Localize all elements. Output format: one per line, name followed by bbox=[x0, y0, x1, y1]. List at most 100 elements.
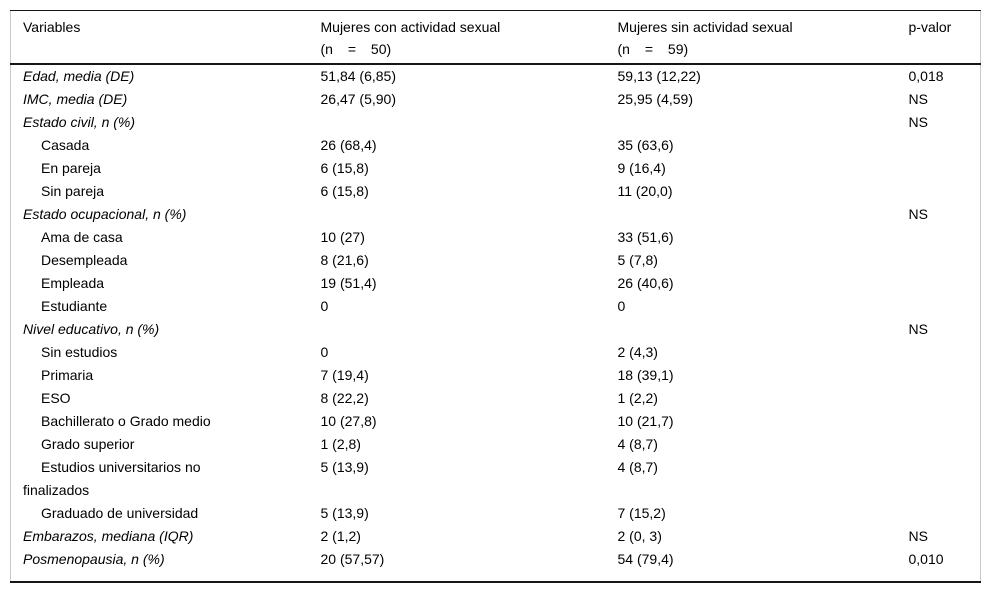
row-variable-label: Estado civil, n (%) bbox=[23, 114, 136, 130]
table-row: En pareja 6 (15,8) 9 (16,4) bbox=[11, 157, 981, 180]
row-value-without-activity: 26 (40,6) bbox=[617, 275, 674, 291]
row-value-with-activity: 8 (22,2) bbox=[320, 390, 369, 406]
row-variable-label: Sin pareja bbox=[41, 183, 105, 199]
row-value-with-activity: 1 (2,8) bbox=[320, 436, 361, 452]
row-variable-label: Edad, media (DE) bbox=[23, 68, 135, 84]
row-p-value bbox=[909, 249, 981, 272]
row-value-without-activity: 7 (15,2) bbox=[617, 505, 666, 521]
row-p-value bbox=[909, 387, 981, 410]
table-row: Estado ocupacional, n (%) NS bbox=[11, 203, 981, 226]
header-variables-label: Variables bbox=[23, 19, 81, 35]
row-variable-label: Grado superior bbox=[41, 436, 135, 452]
row-variable-label: Casada bbox=[41, 137, 90, 153]
row-value-with-activity: 6 (15,8) bbox=[320, 160, 369, 176]
table-row: Primaria 7 (19,4) 18 (39,1) bbox=[11, 364, 981, 387]
row-value-with-activity bbox=[321, 318, 618, 341]
table-row: Edad, media (DE) 51,84 (6,85) 59,13 (12,… bbox=[11, 64, 981, 88]
table-row: Sin pareja 6 (15,8) 11 (20,0) bbox=[11, 180, 981, 203]
header-variables: Variables bbox=[10, 10, 321, 65]
row-value-with-activity: 26 (68,4) bbox=[320, 137, 377, 153]
table-row: ESO 8 (22,2) 1 (2,2) bbox=[11, 387, 981, 410]
row-value-without-activity: 11 (20,0) bbox=[617, 183, 673, 199]
table-row: Estado civil, n (%) NS bbox=[11, 111, 981, 134]
row-variable-label: Bachillerato o Grado medio bbox=[41, 413, 211, 429]
header-p-value-label: p-valor bbox=[908, 19, 952, 35]
row-value-with-activity: 2 (1,2) bbox=[320, 528, 361, 544]
table-row: Bachillerato o Grado medio 10 (27,8) 10 … bbox=[11, 410, 981, 433]
table-row: Desempleada 8 (21,6) 5 (7,8) bbox=[11, 249, 981, 272]
row-p-value: NS bbox=[908, 91, 928, 107]
row-value-without-activity: 59,13 (12,22) bbox=[617, 68, 701, 84]
table-row: Nivel educativo, n (%) NS bbox=[11, 318, 981, 341]
row-p-value bbox=[909, 157, 981, 180]
row-value-without-activity: 10 (21,7) bbox=[617, 413, 674, 429]
row-variable-label: ESO bbox=[41, 390, 71, 406]
table-row: Ama de casa 10 (27) 33 (51,6) bbox=[11, 226, 981, 249]
row-value-without-activity bbox=[618, 111, 909, 134]
header-p-value: p-valor bbox=[908, 10, 981, 65]
row-value-without-activity: 2 (0, 3) bbox=[617, 528, 662, 544]
row-value-without-activity: 1 (2,2) bbox=[617, 390, 658, 406]
row-value-with-activity: 0 bbox=[320, 344, 329, 360]
row-value-without-activity bbox=[618, 318, 909, 341]
row-p-value: NS bbox=[908, 321, 928, 337]
table-row: Grado superior 1 (2,8) 4 (8,7) bbox=[11, 433, 981, 456]
header-without-activity-n: (n = 59) bbox=[617, 41, 689, 57]
row-value-with-activity: 10 (27) bbox=[320, 229, 365, 245]
header-without-activity: Mujeres sin actividad sexual (n = 59) bbox=[617, 10, 909, 65]
row-p-value bbox=[909, 226, 981, 249]
row-value-with-activity: 19 (51,4) bbox=[320, 275, 377, 291]
row-value-with-activity: 5 (13,9) bbox=[320, 459, 369, 475]
row-variable-label: Sin estudios bbox=[41, 344, 118, 360]
row-value-with-activity: 10 (27,8) bbox=[320, 413, 377, 429]
row-value-with-activity: 26,47 (5,90) bbox=[320, 91, 397, 107]
row-p-value bbox=[909, 364, 981, 387]
row-p-value bbox=[909, 180, 981, 203]
table-body: Edad, media (DE) 51,84 (6,85) 59,13 (12,… bbox=[11, 64, 981, 582]
row-value-with-activity: 0 bbox=[320, 298, 329, 314]
row-variable-label: Estado ocupacional, n (%) bbox=[23, 206, 187, 222]
row-variable-label: Empleada bbox=[41, 275, 105, 291]
row-variable-label: IMC, media (DE) bbox=[23, 91, 128, 107]
statistics-table-container: Variables Mujeres con actividad sexual (… bbox=[10, 10, 981, 583]
row-p-value bbox=[909, 433, 981, 456]
row-variable-label: Embarazos, mediana (IQR) bbox=[23, 528, 194, 544]
row-p-value: NS bbox=[908, 114, 928, 130]
row-variable-label: Primaria bbox=[41, 367, 94, 383]
row-value-with-activity: 51,84 (6,85) bbox=[320, 68, 397, 84]
row-p-value bbox=[909, 341, 981, 364]
row-value-with-activity: 20 (57,57) bbox=[320, 551, 385, 567]
table-row: Casada 26 (68,4) 35 (63,6) bbox=[11, 134, 981, 157]
table-row: Empleada 19 (51,4) 26 (40,6) bbox=[11, 272, 981, 295]
row-p-value: NS bbox=[908, 528, 928, 544]
table-row: Estudios universitarios no finalizados 5… bbox=[11, 456, 981, 502]
statistics-table: Variables Mujeres con actividad sexual (… bbox=[10, 10, 981, 583]
row-value-without-activity: 5 (7,8) bbox=[617, 252, 658, 268]
row-p-value bbox=[909, 502, 981, 525]
row-value-without-activity: 33 (51,6) bbox=[617, 229, 674, 245]
row-value-without-activity: 54 (79,4) bbox=[617, 551, 674, 567]
row-variable-label: Estudios universitarios no finalizados bbox=[23, 459, 201, 498]
row-value-with-activity: 6 (15,8) bbox=[320, 183, 369, 199]
row-value-with-activity: 7 (19,4) bbox=[320, 367, 369, 383]
header-row: Variables Mujeres con actividad sexual (… bbox=[10, 10, 981, 65]
row-value-with-activity: 8 (21,6) bbox=[320, 252, 369, 268]
row-p-value bbox=[909, 456, 981, 502]
row-p-value bbox=[909, 410, 981, 433]
table-row: Embarazos, mediana (IQR) 2 (1,2) 2 (0, 3… bbox=[11, 525, 981, 548]
row-p-value bbox=[909, 272, 981, 295]
row-value-without-activity: 35 (63,6) bbox=[617, 137, 674, 153]
row-variable-label: Desempleada bbox=[41, 252, 128, 268]
row-value-without-activity: 9 (16,4) bbox=[617, 160, 666, 176]
row-p-value: NS bbox=[908, 206, 928, 222]
row-value-without-activity: 18 (39,1) bbox=[617, 367, 674, 383]
row-p-value bbox=[909, 295, 981, 318]
row-variable-label: Ama de casa bbox=[41, 229, 123, 245]
row-variable-label: Nivel educativo, n (%) bbox=[23, 321, 160, 337]
row-value-without-activity: 4 (8,7) bbox=[617, 459, 658, 475]
row-p-value: 0,010 bbox=[908, 551, 944, 567]
row-value-without-activity bbox=[618, 203, 909, 226]
row-variable-label: En pareja bbox=[41, 160, 101, 176]
row-variable-label: Graduado de universidad bbox=[41, 505, 199, 521]
